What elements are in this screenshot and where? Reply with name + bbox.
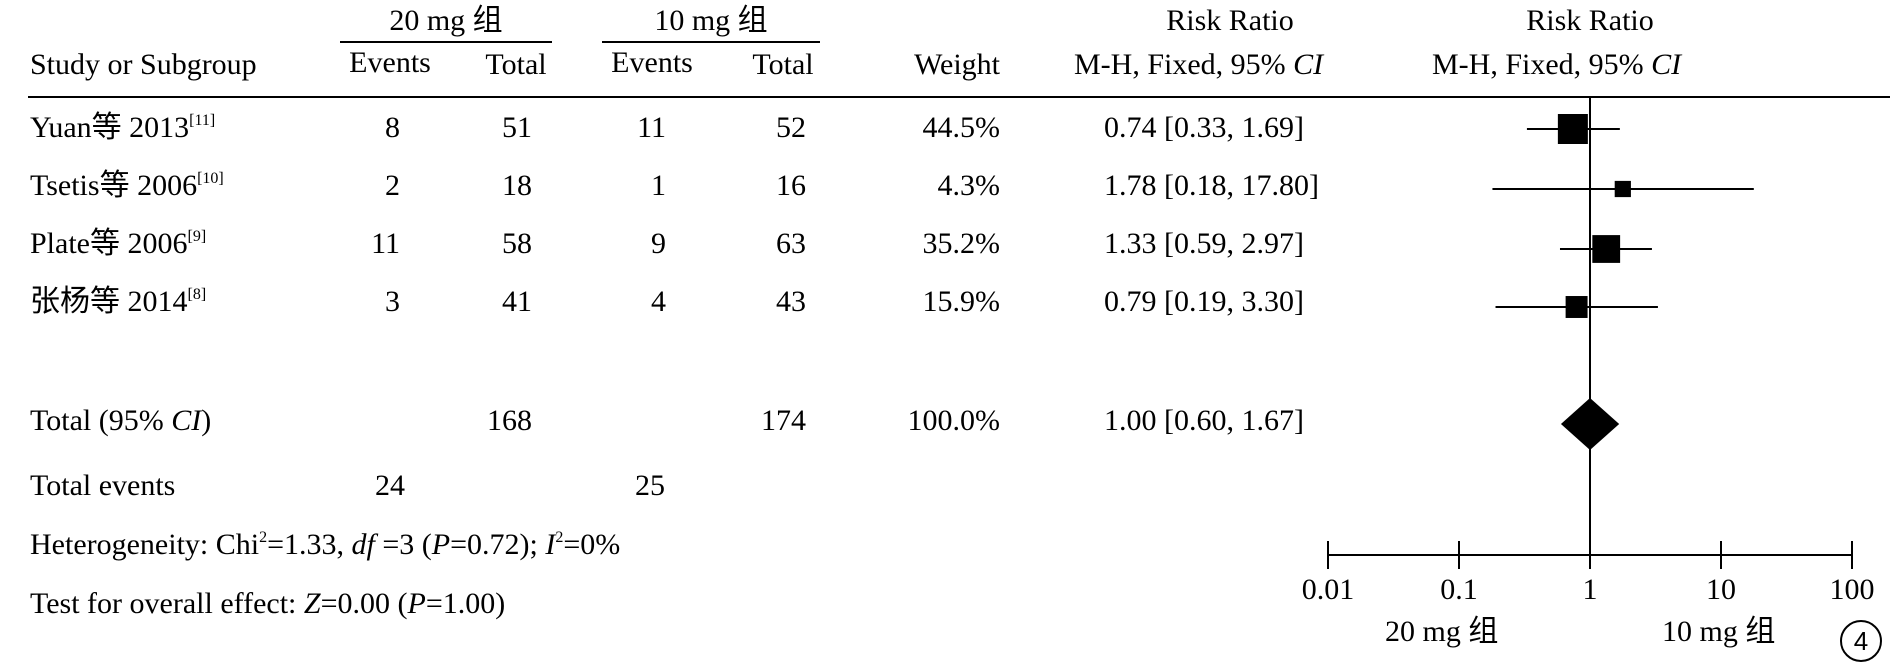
- study-total-1: 51: [502, 111, 532, 144]
- overall-effect-text: Test for overall effect: Z=0.00 (P=1.00): [30, 587, 506, 620]
- study-weight: 4.3%: [937, 169, 1001, 202]
- group2-rule: [602, 41, 820, 43]
- study-events-2: 4: [651, 285, 666, 318]
- study-name: Plate等 2006[9]: [30, 227, 207, 260]
- study-events-1: 11: [371, 227, 400, 260]
- study-weight: 35.2%: [922, 227, 1001, 260]
- header-rule: [28, 96, 1890, 98]
- study-total-1: 41: [502, 285, 532, 318]
- study-events-1: 3: [385, 285, 400, 318]
- weight-header: Weight: [914, 48, 1000, 81]
- axis-left-group-label: 20 mg 组: [1385, 615, 1499, 648]
- study-events-2: 1: [651, 169, 666, 202]
- total-events-1: 24: [375, 469, 405, 502]
- study-events-2: 11: [637, 111, 666, 144]
- study-events-1: 8: [385, 111, 400, 144]
- x-tick-label: 100: [1829, 573, 1875, 606]
- total-weight: 100.0%: [907, 404, 1001, 437]
- x-tick-label: 0.01: [1301, 573, 1355, 606]
- total-header-2: Total: [752, 48, 814, 81]
- point-estimate-square: [1557, 114, 1588, 144]
- total-label: Total (95% CI): [30, 404, 212, 437]
- study-rr: 1.33 [0.59, 2.97]: [1104, 227, 1304, 260]
- rr-method-left: M-H, Fixed, 95% CI: [1074, 48, 1324, 81]
- study-total-2: 63: [776, 227, 806, 260]
- study-name: Yuan等 2013[11]: [30, 111, 216, 144]
- group1-header: 20 mg 组: [389, 4, 503, 37]
- study-rr: 0.74 [0.33, 1.69]: [1104, 111, 1304, 144]
- study-name: 张杨等 2014[8]: [30, 285, 207, 318]
- total-t2: 174: [761, 404, 806, 437]
- study-total-2: 16: [776, 169, 806, 202]
- x-tick-label: 1: [1582, 573, 1598, 606]
- study-col-header: Study or Subgroup: [30, 48, 257, 81]
- study-events-2: 9: [651, 227, 666, 260]
- events-header-1: Events: [349, 46, 431, 79]
- study-total-1: 58: [502, 227, 532, 260]
- total-events-2: 25: [635, 469, 665, 502]
- group2-header: 10 mg 组: [654, 4, 768, 37]
- study-total-1: 18: [502, 169, 532, 202]
- x-tick-label: 0.1: [1440, 573, 1478, 606]
- point-estimate-square: [1614, 180, 1631, 198]
- study-weight: 44.5%: [922, 111, 1001, 144]
- rr-method-right: M-H, Fixed, 95% CI: [1432, 48, 1682, 81]
- heterogeneity-text: Heterogeneity: Chi2=1.33, df =3 (P=0.72)…: [30, 528, 621, 561]
- total-t1: 168: [487, 404, 532, 437]
- study-total-2: 43: [776, 285, 806, 318]
- x-tick-label: 10: [1706, 573, 1736, 606]
- point-estimate-square: [1565, 296, 1588, 318]
- group1-rule: [340, 41, 552, 43]
- total-header-1: Total: [485, 48, 547, 81]
- figure-number: 4: [1840, 620, 1882, 662]
- study-total-2: 52: [776, 111, 806, 144]
- point-estimate-square: [1592, 235, 1621, 263]
- pooled-diamond: [1560, 398, 1620, 450]
- study-rr: 1.78 [0.18, 17.80]: [1104, 169, 1319, 202]
- events-header-2: Events: [611, 46, 693, 79]
- axis-right-group-label: 10 mg 组: [1662, 615, 1776, 648]
- total-rr: 1.00 [0.60, 1.67]: [1104, 404, 1304, 437]
- study-events-1: 2: [385, 169, 400, 202]
- study-name: Tsetis等 2006[10]: [30, 169, 224, 202]
- study-rr: 0.79 [0.19, 3.30]: [1104, 285, 1304, 318]
- study-weight: 15.9%: [922, 285, 1001, 318]
- total-events-label: Total events: [30, 469, 176, 502]
